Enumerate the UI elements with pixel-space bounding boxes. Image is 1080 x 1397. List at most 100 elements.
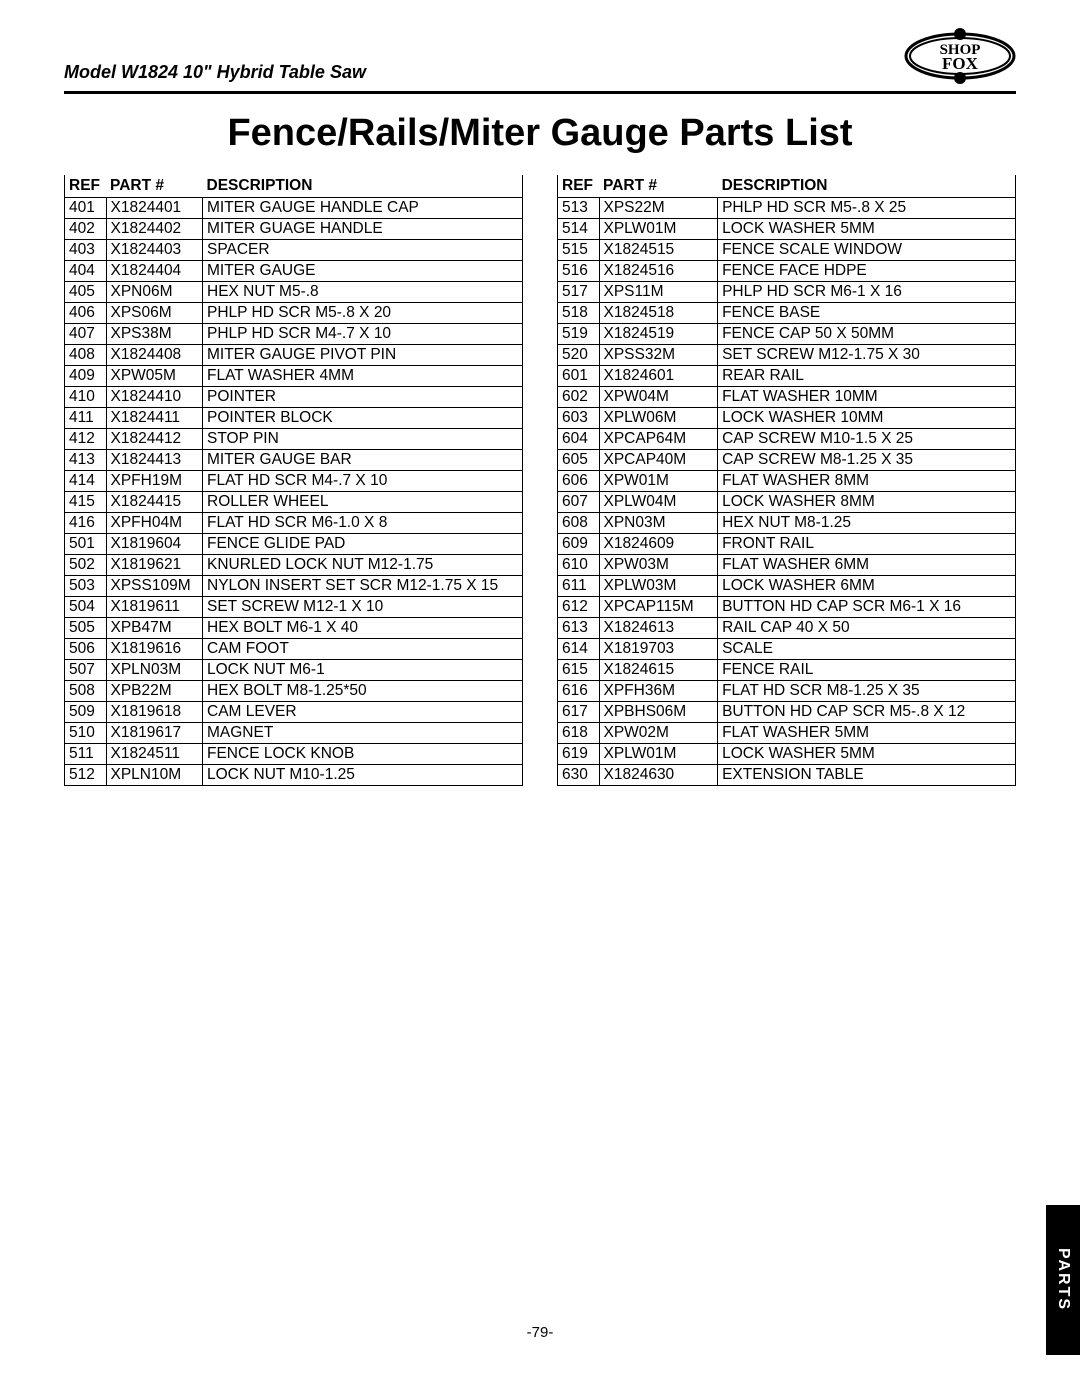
cell-part: XPS11M <box>599 282 718 303</box>
table-row: 402X1824402MITER GUAGE HANDLE <box>65 219 523 240</box>
cell-part: X1824404 <box>106 261 203 282</box>
cell-part: XPW03M <box>599 555 718 576</box>
cell-desc: HEX BOLT M8-1.25*50 <box>203 681 523 702</box>
table-row: 509X1819618CAM LEVER <box>65 702 523 723</box>
cell-desc: RAIL CAP 40 X 50 <box>718 618 1016 639</box>
cell-ref: 412 <box>65 429 107 450</box>
left-column: REF PART # DESCRIPTION 401X1824401MITER … <box>64 175 523 786</box>
cell-part: XPS38M <box>106 324 203 345</box>
cell-part: X1824515 <box>599 240 718 261</box>
cell-part: X1824609 <box>599 534 718 555</box>
cell-part: X1819616 <box>106 639 203 660</box>
cell-ref: 505 <box>65 618 107 639</box>
cell-desc: FLAT WASHER 5MM <box>718 723 1016 744</box>
cell-desc: LOCK NUT M6-1 <box>203 660 523 681</box>
table-row: 516X1824516FENCE FACE HDPE <box>558 261 1016 282</box>
cell-ref: 630 <box>558 765 600 786</box>
cell-ref: 605 <box>558 450 600 471</box>
cell-ref: 607 <box>558 492 600 513</box>
cell-desc: FENCE SCALE WINDOW <box>718 240 1016 261</box>
cell-part: XPLW06M <box>599 408 718 429</box>
cell-part: XPLN10M <box>106 765 203 786</box>
table-row: 605XPCAP40MCAP SCREW M8-1.25 X 35 <box>558 450 1016 471</box>
table-row: 518X1824518FENCE BASE <box>558 303 1016 324</box>
cell-ref: 517 <box>558 282 600 303</box>
cell-desc: MITER GAUGE <box>203 261 523 282</box>
table-row: 619XPLW01MLOCK WASHER 5MM <box>558 744 1016 765</box>
cell-part: X1819703 <box>599 639 718 660</box>
table-row: 504X1819611SET SCREW M12-1 X 10 <box>65 597 523 618</box>
cell-desc: MITER GAUGE PIVOT PIN <box>203 345 523 366</box>
cell-ref: 503 <box>65 576 107 597</box>
cell-ref: 511 <box>65 744 107 765</box>
table-row: 408X1824408MITER GAUGE PIVOT PIN <box>65 345 523 366</box>
model-label: Model W1824 10" Hybrid Table Saw <box>64 62 366 89</box>
table-row: 612XPCAP115MBUTTON HD CAP SCR M6-1 X 16 <box>558 597 1016 618</box>
cell-desc: SCALE <box>718 639 1016 660</box>
cell-ref: 615 <box>558 660 600 681</box>
table-row: 604XPCAP64MCAP SCREW M10-1.5 X 25 <box>558 429 1016 450</box>
brand-text-bottom: FOX <box>942 54 979 73</box>
cell-ref: 514 <box>558 219 600 240</box>
table-row: 508XPB22MHEX BOLT M8-1.25*50 <box>65 681 523 702</box>
table-row: 603XPLW06MLOCK WASHER 10MM <box>558 408 1016 429</box>
table-row: 505XPB47MHEX BOLT M6-1 X 40 <box>65 618 523 639</box>
cell-part: X1819617 <box>106 723 203 744</box>
cell-desc: HEX NUT M5-.8 <box>203 282 523 303</box>
cell-desc: PHLP HD SCR M6-1 X 16 <box>718 282 1016 303</box>
cell-desc: KNURLED LOCK NUT M12-1.75 <box>203 555 523 576</box>
cell-ref: 508 <box>65 681 107 702</box>
tables-container: REF PART # DESCRIPTION 401X1824401MITER … <box>64 175 1016 786</box>
cell-ref: 504 <box>65 597 107 618</box>
cell-ref: 612 <box>558 597 600 618</box>
cell-ref: 606 <box>558 471 600 492</box>
table-row: 615X1824615FENCE RAIL <box>558 660 1016 681</box>
cell-desc: FENCE GLIDE PAD <box>203 534 523 555</box>
cell-ref: 609 <box>558 534 600 555</box>
cell-ref: 512 <box>65 765 107 786</box>
table-row: 609X1824609FRONT RAIL <box>558 534 1016 555</box>
page-number: -79- <box>0 1324 1080 1341</box>
cell-ref: 601 <box>558 366 600 387</box>
cell-desc: LOCK WASHER 5MM <box>718 219 1016 240</box>
right-column: REF PART # DESCRIPTION 513XPS22MPHLP HD … <box>557 175 1016 786</box>
table-row: 503XPSS109MNYLON INSERT SET SCR M12-1.75… <box>65 576 523 597</box>
cell-desc: NYLON INSERT SET SCR M12-1.75 X 15 <box>203 576 523 597</box>
cell-ref: 516 <box>558 261 600 282</box>
cell-part: X1824630 <box>599 765 718 786</box>
cell-desc: FLAT WASHER 6MM <box>718 555 1016 576</box>
cell-desc: SET SCREW M12-1.75 X 30 <box>718 345 1016 366</box>
cell-desc: EXTENSION TABLE <box>718 765 1016 786</box>
cell-desc: FENCE LOCK KNOB <box>203 744 523 765</box>
cell-part: XPW05M <box>106 366 203 387</box>
cell-desc: FLAT WASHER 8MM <box>718 471 1016 492</box>
table-row: 415X1824415ROLLER WHEEL <box>65 492 523 513</box>
cell-desc: CAM LEVER <box>203 702 523 723</box>
cell-desc: LOCK WASHER 5MM <box>718 744 1016 765</box>
cell-ref: 403 <box>65 240 107 261</box>
cell-part: XPS06M <box>106 303 203 324</box>
cell-ref: 410 <box>65 387 107 408</box>
cell-desc: CAP SCREW M10-1.5 X 25 <box>718 429 1016 450</box>
cell-desc: POINTER <box>203 387 523 408</box>
cell-part: XPSS32M <box>599 345 718 366</box>
cell-ref: 610 <box>558 555 600 576</box>
cell-desc: LOCK WASHER 8MM <box>718 492 1016 513</box>
cell-desc: PHLP HD SCR M4-.7 X 10 <box>203 324 523 345</box>
cell-part: XPLW03M <box>599 576 718 597</box>
cell-desc: MITER GAUGE HANDLE CAP <box>203 198 523 219</box>
cell-ref: 618 <box>558 723 600 744</box>
cell-part: XPFH19M <box>106 471 203 492</box>
table-row: 510X1819617MAGNET <box>65 723 523 744</box>
table-row: 616XPFH36MFLAT HD SCR M8-1.25 X 35 <box>558 681 1016 702</box>
cell-desc: FRONT RAIL <box>718 534 1016 555</box>
cell-part: XPLW01M <box>599 219 718 240</box>
cell-part: X1824408 <box>106 345 203 366</box>
cell-ref: 515 <box>558 240 600 261</box>
table-row: 413X1824413MITER GAUGE BAR <box>65 450 523 471</box>
cell-ref: 506 <box>65 639 107 660</box>
cell-part: X1824518 <box>599 303 718 324</box>
cell-ref: 402 <box>65 219 107 240</box>
cell-desc: ROLLER WHEEL <box>203 492 523 513</box>
cell-ref: 411 <box>65 408 107 429</box>
